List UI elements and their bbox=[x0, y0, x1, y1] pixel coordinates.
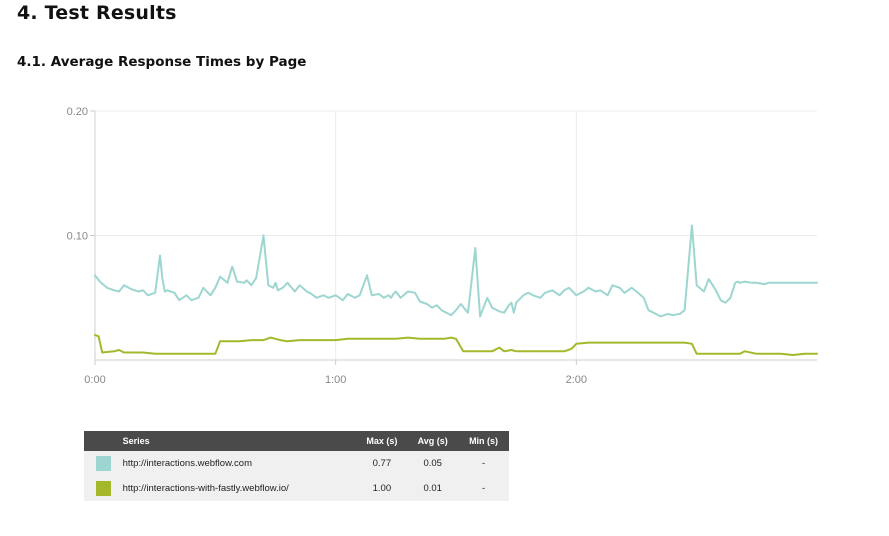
legend-max-value: 0.77 bbox=[356, 451, 408, 476]
legend-swatch-cell bbox=[84, 451, 123, 476]
y-tick-label: 0.10 bbox=[67, 231, 88, 243]
legend-avg-value: 0.01 bbox=[407, 476, 459, 501]
series-line-2 bbox=[94, 334, 818, 356]
section-heading: 4. Test Results bbox=[17, 2, 177, 24]
x-tick-label: 2:00 bbox=[566, 374, 587, 386]
series-line-1 bbox=[94, 224, 818, 318]
legend-header-avg: Avg (s) bbox=[407, 431, 459, 451]
series-color-swatch bbox=[95, 456, 111, 471]
legend-header-series: Series bbox=[122, 431, 357, 451]
legend-swatch-cell bbox=[84, 476, 123, 501]
legend-min-value: - bbox=[458, 451, 509, 476]
legend-header-min: Min (s) bbox=[458, 431, 509, 451]
legend-header-row: Series Max (s) Avg (s) Min (s) bbox=[84, 431, 509, 451]
response-time-chart: 0.20 0.10 0:00 1:00 2:00 bbox=[67, 106, 818, 386]
x-tick-label: 0:00 bbox=[84, 374, 105, 386]
legend-header-max: Max (s) bbox=[356, 431, 408, 451]
x-tick-label: 1:00 bbox=[325, 374, 346, 386]
legend-min-value: - bbox=[458, 476, 509, 501]
y-tick-label: 0.20 bbox=[67, 106, 88, 118]
subsection-heading: 4.1. Average Response Times by Page bbox=[17, 54, 307, 70]
legend-series-name: http://interactions-with-fastly.webflow.… bbox=[122, 476, 357, 501]
legend-series-name: http://interactions.webflow.com bbox=[122, 451, 357, 476]
legend-row: http://interactions.webflow.com 0.77 0.0… bbox=[84, 451, 509, 476]
series-color-swatch bbox=[95, 481, 111, 496]
legend-avg-value: 0.05 bbox=[407, 451, 459, 476]
series-legend-table: Series Max (s) Avg (s) Min (s) http://in… bbox=[84, 431, 509, 501]
legend-max-value: 1.00 bbox=[356, 476, 408, 501]
legend-row: http://interactions-with-fastly.webflow.… bbox=[84, 476, 509, 501]
legend-header-swatch bbox=[84, 431, 123, 451]
